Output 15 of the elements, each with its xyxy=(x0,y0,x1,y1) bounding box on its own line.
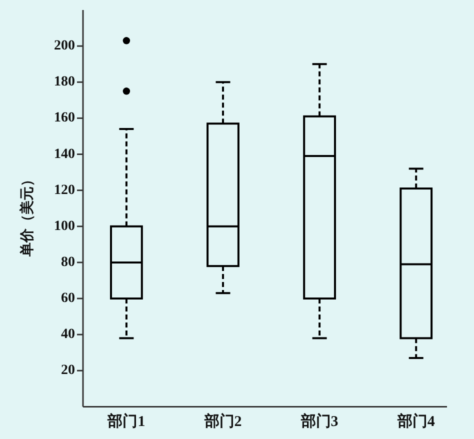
y-tick-label: 20 xyxy=(61,363,75,378)
y-tick-label: 200 xyxy=(54,38,75,54)
y-tick-label: 120 xyxy=(54,182,75,198)
y-tick-label: 60 xyxy=(61,291,75,306)
y-tick-label: 40 xyxy=(61,327,75,342)
x-tick-label: 部门2 xyxy=(203,412,242,430)
x-tick-label: 部门1 xyxy=(106,412,146,430)
y-tick-label: 100 xyxy=(54,218,75,234)
y-tick-label: 80 xyxy=(61,254,75,270)
x-tick-label: 部门4 xyxy=(396,412,436,430)
y-tick-label: 160 xyxy=(54,110,75,126)
x-tick-label: 部门3 xyxy=(300,412,338,430)
y-tick-label: 140 xyxy=(54,146,75,162)
y-tick-label: 180 xyxy=(54,74,75,90)
y-axis-title: 单价（美元） xyxy=(18,172,36,258)
